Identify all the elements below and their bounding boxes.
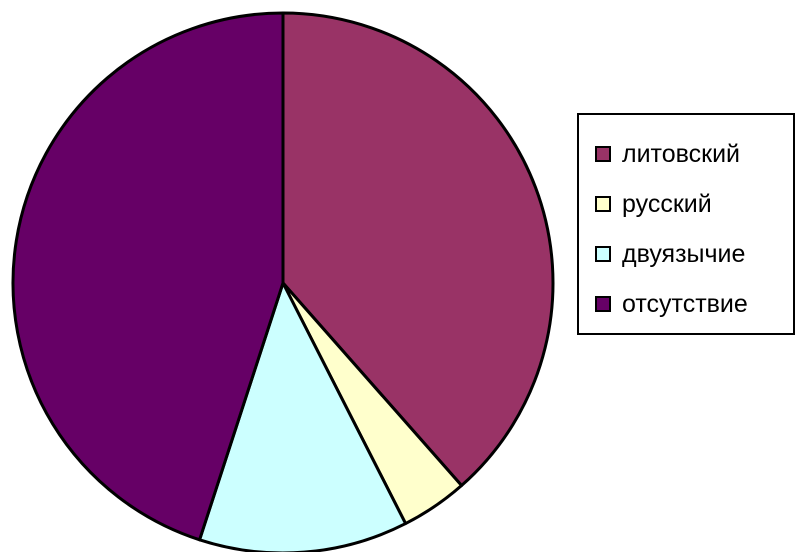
pie-slice-bilingual (198, 281, 408, 552)
legend-swatch-lithuanian (595, 146, 611, 162)
legend-label-lithuanian: литовский (622, 139, 740, 168)
pie-slice-absence (11, 11, 285, 542)
pie-slice-lithuanian (281, 11, 555, 488)
legend-swatch-absence (595, 296, 611, 312)
legend-swatch-bilingual (595, 246, 611, 262)
pie-plot (11, 11, 555, 552)
legend-label-russian: русский (622, 189, 712, 218)
legend: литовский русский двуязычие отсутствие (577, 113, 795, 335)
legend-item-russian: русский (595, 189, 712, 219)
legend-label-bilingual: двуязычие (622, 239, 746, 268)
legend-item-absence: отсутствие (595, 289, 748, 319)
legend-swatch-russian (595, 196, 611, 212)
legend-item-lithuanian: литовский (595, 139, 740, 169)
legend-label-absence: отсутствие (622, 289, 748, 318)
legend-item-bilingual: двуязычие (595, 239, 745, 269)
